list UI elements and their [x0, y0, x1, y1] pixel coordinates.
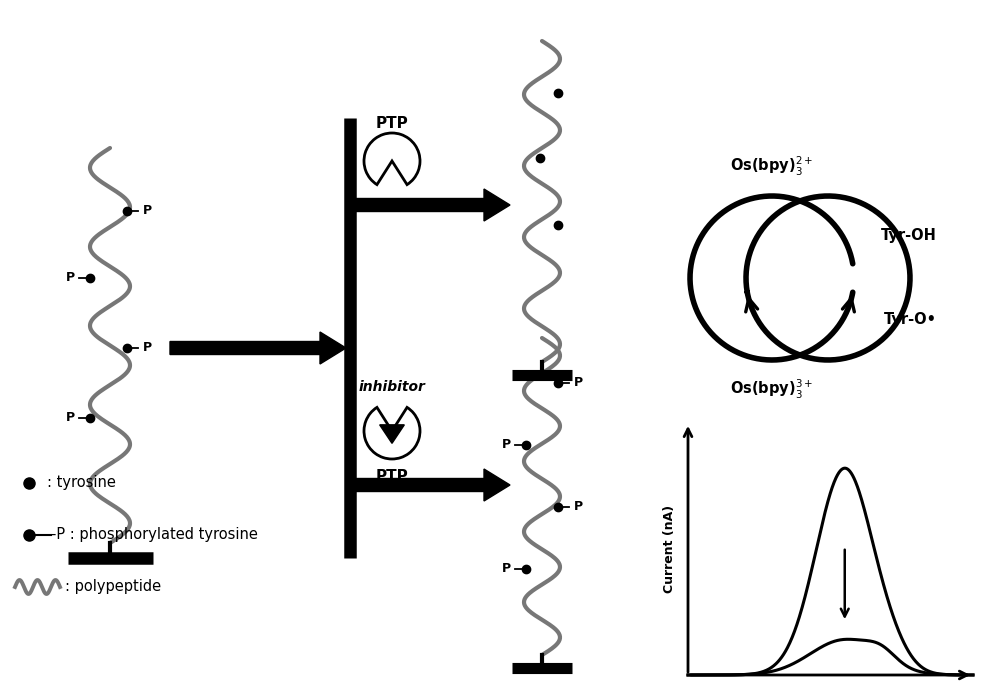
Text: Os(bpy)$_3^{3+}$: Os(bpy)$_3^{3+}$ [730, 378, 814, 401]
Text: P: P [573, 500, 583, 514]
Text: P: P [501, 563, 511, 575]
Text: PTP: PTP [376, 116, 408, 131]
FancyArrow shape [354, 469, 510, 501]
Text: Current (nA): Current (nA) [664, 505, 676, 593]
Text: PTP: PTP [376, 469, 408, 484]
Wedge shape [364, 133, 420, 184]
Text: Os(bpy)$_3^{2+}$: Os(bpy)$_3^{2+}$ [730, 155, 814, 178]
Text: -P : phosphorylated tyrosine: -P : phosphorylated tyrosine [51, 527, 258, 543]
Text: P: P [142, 342, 152, 355]
Text: Tyr-OH: Tyr-OH [881, 229, 937, 243]
Text: P: P [573, 376, 583, 389]
FancyArrow shape [170, 332, 346, 364]
Text: Tyr-O•: Tyr-O• [884, 313, 937, 328]
Text: P: P [501, 439, 511, 452]
Text: P: P [142, 204, 152, 218]
Text: : tyrosine: : tyrosine [47, 475, 116, 491]
Text: : polypeptide: : polypeptide [65, 579, 161, 595]
Text: inhibitor: inhibitor [359, 380, 425, 394]
Text: P: P [65, 412, 75, 425]
FancyArrow shape [354, 189, 510, 221]
Wedge shape [364, 407, 420, 459]
Text: P: P [65, 272, 75, 285]
Polygon shape [380, 425, 404, 444]
